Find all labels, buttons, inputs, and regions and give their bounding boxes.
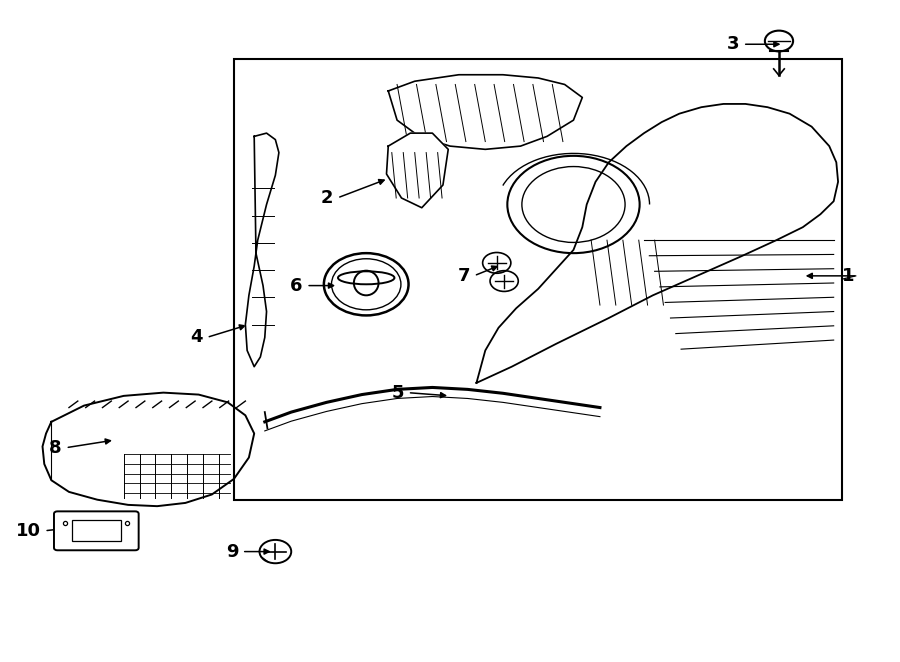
Text: 2: 2 — [321, 189, 334, 207]
Text: 7: 7 — [458, 267, 471, 285]
Text: 8: 8 — [50, 439, 62, 457]
Text: 10: 10 — [16, 522, 40, 540]
Text: 6: 6 — [290, 277, 302, 295]
Text: 5: 5 — [392, 384, 404, 402]
Text: 1: 1 — [842, 267, 854, 285]
Bar — [72, 520, 121, 542]
Polygon shape — [386, 133, 448, 208]
Polygon shape — [246, 133, 279, 367]
Polygon shape — [42, 393, 254, 506]
Polygon shape — [388, 75, 582, 150]
Text: 3: 3 — [727, 35, 739, 53]
Text: 9: 9 — [226, 543, 239, 561]
Polygon shape — [476, 104, 838, 383]
Bar — [234, 58, 842, 500]
Text: 4: 4 — [191, 328, 203, 346]
FancyBboxPatch shape — [54, 511, 139, 550]
